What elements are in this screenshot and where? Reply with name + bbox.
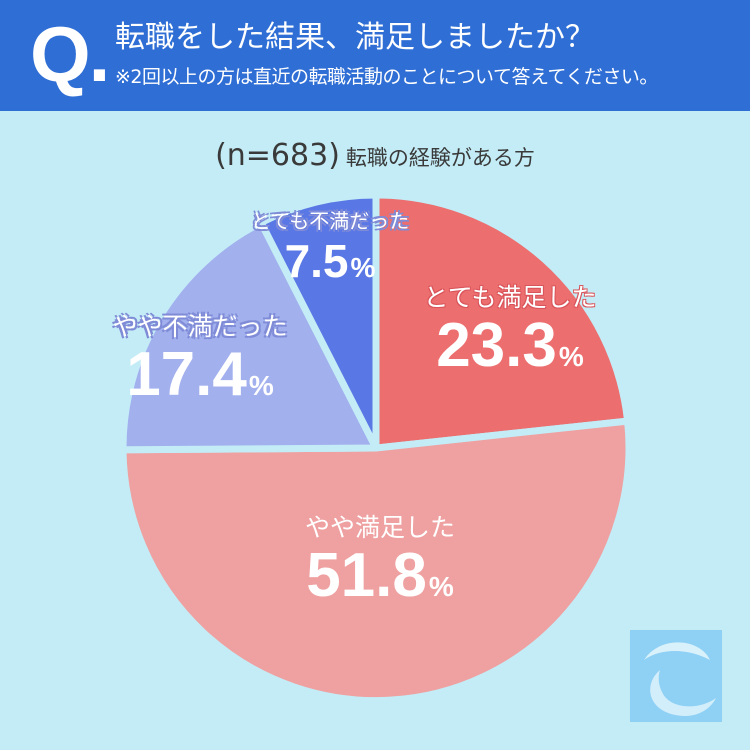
question-note: ※2回以上の方は直近の転職活動のことについて答えてください。 [115,66,658,88]
label-category: とても満足した [423,283,597,312]
sample-description: 転職の経験がある方 [345,146,535,170]
label-percent: 17.4% [126,340,274,409]
label-category: やや満足した [304,513,455,542]
label-percent: 7.5% [284,235,376,287]
label-very-dissatisfied: とても不満だった 7.5% [230,208,430,295]
question-mark: Q. [30,10,110,98]
label-somewhat-satisfied: やや満足した 51.8% [270,513,490,620]
slice-very-dissatisfied [257,191,380,452]
question-header: Q. 転職をした結果、満足しましたか？ ※2回以上の方は直近の転職活動のことにつ… [0,0,750,111]
label-very-satisfied: とても満足した 23.3% [400,283,620,390]
slice-very-satisfied [372,191,632,452]
question-title: 転職をした結果、満足しましたか？ [115,20,595,55]
slice-somewhat-satisfied [119,417,633,705]
c-logo-icon [630,630,722,722]
sample-size-caption: (n=683) 転職の経験がある方 [0,138,750,173]
brand-logo [630,630,722,722]
label-percent: 51.8% [306,541,454,610]
label-somewhat-dissatisfied: やや不満だった 17.4% [90,312,310,419]
label-category: とても不満だった [250,209,410,233]
label-category: やや不満だった [112,312,288,341]
label-percent: 23.3% [436,311,584,380]
sample-size: (n=683) [215,138,340,173]
slice-somewhat-dissatisfied [119,219,380,454]
